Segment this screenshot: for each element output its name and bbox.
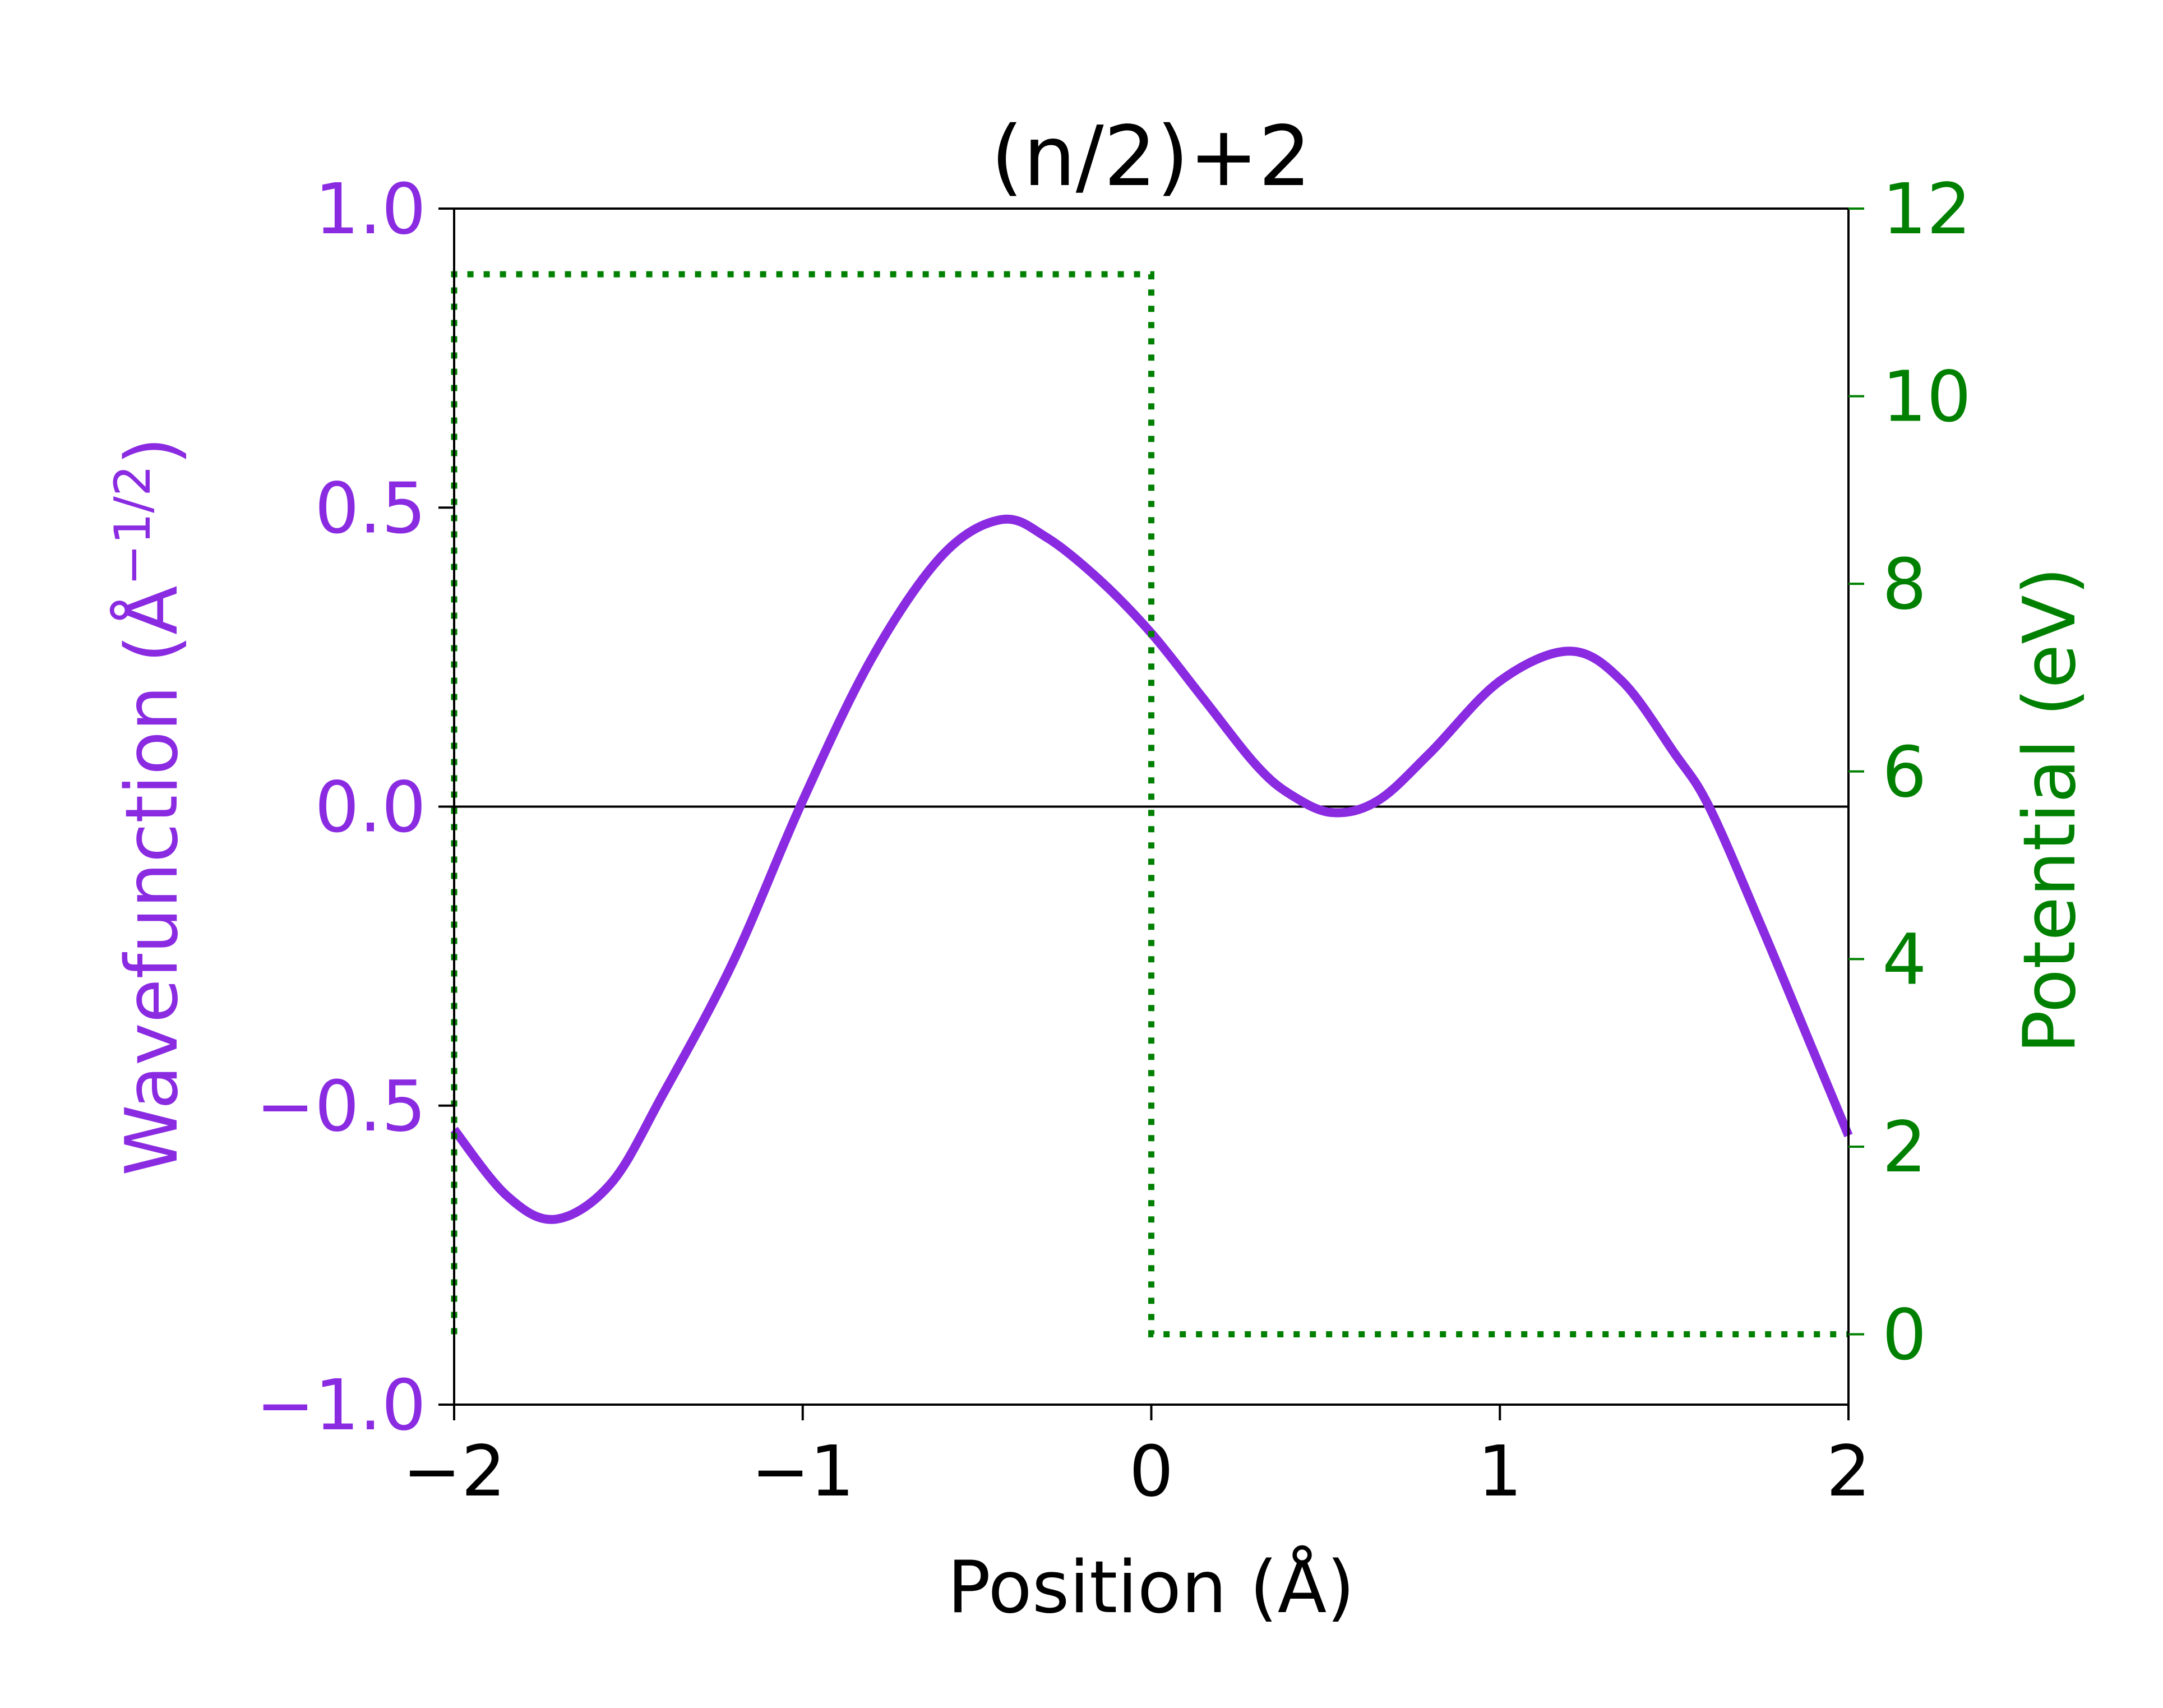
x-tick-label: 1 [1477, 1431, 1522, 1512]
left-axis-ticks: −1.0 −0.5 0.0 0.5 1.0 [256, 169, 454, 1446]
right-axis-ticks: 0 2 4 6 8 10 12 [1848, 169, 1971, 1376]
left-axis-label-main: Wavefunction (Å [110, 585, 194, 1175]
left-tick-label: 1.0 [315, 169, 426, 250]
potential-series-line [451, 271, 1848, 1337]
left-tick-label: 0.0 [315, 767, 426, 848]
plot-area [450, 271, 1853, 1337]
chart-title: (n/2)+2 [991, 108, 1311, 205]
x-tick-label: −1 [751, 1431, 854, 1512]
right-axis-label: Potential (eV) [2008, 567, 2092, 1054]
right-tick-label: 6 [1882, 732, 1927, 813]
left-axis-label-close: ) [110, 437, 194, 465]
right-tick-label: 12 [1882, 169, 1971, 250]
right-tick-label: 8 [1882, 544, 1927, 625]
x-tick-label: −2 [403, 1431, 506, 1512]
right-tick-label: 4 [1882, 919, 1927, 1000]
left-axis-label: Wavefunction (Å−1/2) [104, 437, 194, 1176]
wavefunction-series-line [450, 514, 1853, 1224]
right-tick-label: 0 [1882, 1295, 1927, 1376]
left-tick-label: 0.5 [315, 468, 426, 549]
left-tick-label: −1.0 [256, 1365, 426, 1446]
x-tick-label: 0 [1129, 1431, 1174, 1512]
x-axis-label: Position (Å) [948, 1545, 1355, 1629]
left-tick-label: −0.5 [256, 1066, 426, 1147]
left-axis-label-exponent: −1/2 [104, 465, 161, 585]
right-tick-label: 10 [1882, 357, 1971, 438]
right-tick-label: 2 [1882, 1107, 1927, 1188]
x-tick-label: 2 [1826, 1431, 1871, 1512]
x-axis-ticks: −2 −1 0 1 2 [403, 1405, 1871, 1512]
